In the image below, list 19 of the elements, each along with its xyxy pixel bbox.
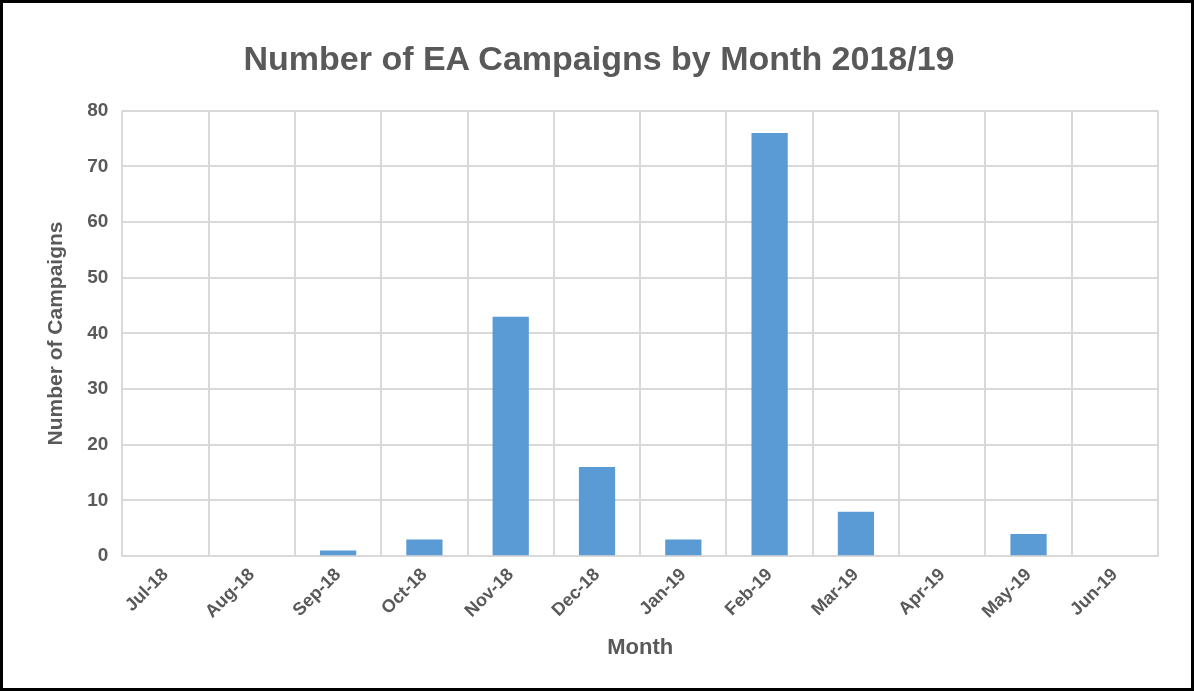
y-tick-label: 60 (87, 210, 109, 232)
bar (578, 467, 616, 556)
bar (751, 133, 788, 556)
bar (665, 539, 702, 556)
bar (837, 511, 875, 556)
x-axis-title: Month (607, 633, 674, 659)
y-tick-label: 10 (87, 488, 109, 510)
y-tick-label: 0 (97, 544, 109, 566)
bar (492, 316, 529, 556)
y-tick-label: 50 (87, 266, 109, 288)
y-tick-label: 80 (87, 99, 109, 121)
bar (1010, 533, 1047, 556)
bar (406, 539, 443, 556)
chart-title: Number of EA Campaigns by Month 2018/19 (243, 38, 955, 77)
y-tick-label: 30 (87, 377, 109, 399)
y-tick-label: 40 (87, 321, 109, 343)
y-axis-title: Number of Campaigns (43, 221, 67, 446)
y-tick-label: 20 (87, 433, 109, 455)
y-tick-label: 70 (87, 154, 109, 176)
